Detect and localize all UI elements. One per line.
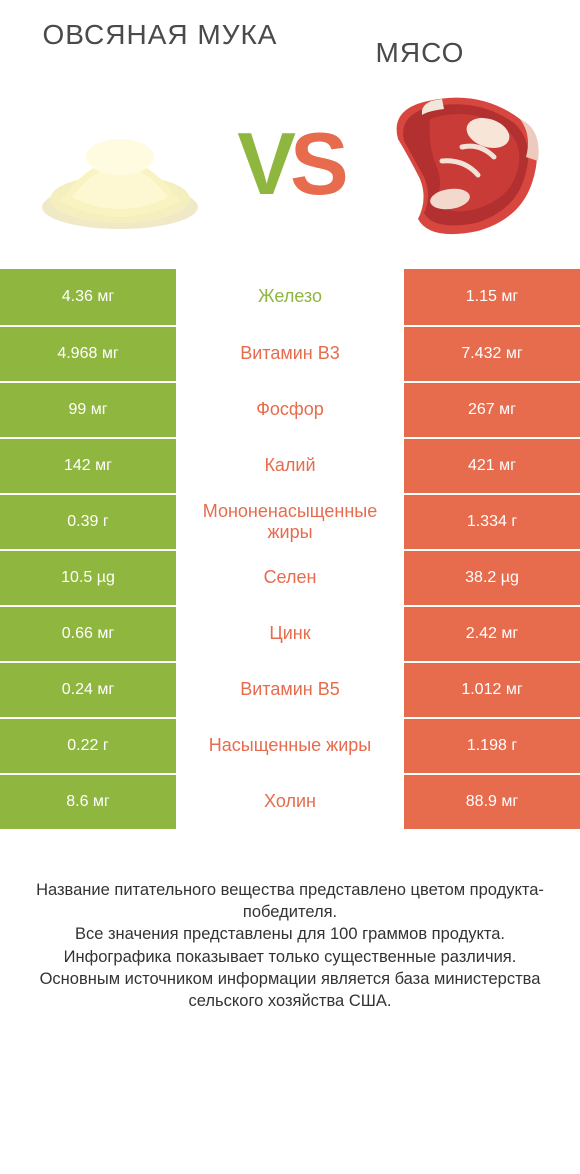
table-row: 4.36 мгЖелезо1.15 мг xyxy=(0,269,580,325)
right-value-cell: 1.012 мг xyxy=(404,663,580,717)
right-value-cell: 267 мг xyxy=(404,383,580,437)
nutrient-label: Железо xyxy=(176,269,404,325)
table-row: 4.968 мгВитамин B37.432 мг xyxy=(0,325,580,381)
table-row: 99 мгФосфор267 мг xyxy=(0,381,580,437)
left-value-cell: 99 мг xyxy=(0,383,176,437)
right-value-cell: 421 мг xyxy=(404,439,580,493)
footnote: Название питательного вещества представл… xyxy=(0,829,580,1013)
left-title-col: ОВСЯНАЯ МУКА xyxy=(30,20,290,69)
table-row: 0.24 мгВитамин B51.012 мг xyxy=(0,661,580,717)
vs-s: S xyxy=(290,114,343,213)
vs-label: VS xyxy=(237,120,342,208)
table-row: 0.66 мгЦинк2.42 мг xyxy=(0,605,580,661)
left-value-cell: 8.6 мг xyxy=(0,775,176,829)
left-value-cell: 0.66 мг xyxy=(0,607,176,661)
nutrient-label: Цинк xyxy=(176,607,404,661)
meat-steak-icon xyxy=(370,79,550,249)
left-value-cell: 142 мг xyxy=(0,439,176,493)
left-value-cell: 4.968 мг xyxy=(0,327,176,381)
right-value-cell: 1.334 г xyxy=(404,495,580,549)
table-row: 10.5 µgСелен38.2 µg xyxy=(0,549,580,605)
header: ОВСЯНАЯ МУКА МЯСО xyxy=(0,0,580,69)
nutrient-label: Витамин B5 xyxy=(176,663,404,717)
nutrient-label: Холин xyxy=(176,775,404,829)
table-row: 0.39 гМононенасыщенные жиры1.334 г xyxy=(0,493,580,549)
right-product-title: МЯСО xyxy=(290,38,550,69)
nutrient-label: Витамин B3 xyxy=(176,327,404,381)
left-value-cell: 0.22 г xyxy=(0,719,176,773)
right-value-cell: 88.9 мг xyxy=(404,775,580,829)
right-product-illustration xyxy=(370,79,550,249)
nutrient-label: Селен xyxy=(176,551,404,605)
right-title-col: МЯСО xyxy=(290,20,550,69)
table-row: 8.6 мгХолин88.9 мг xyxy=(0,773,580,829)
nutrient-label: Насыщенные жиры xyxy=(176,719,404,773)
table-row: 0.22 гНасыщенные жиры1.198 г xyxy=(0,717,580,773)
nutrient-table: 4.36 мгЖелезо1.15 мг4.968 мгВитамин B37.… xyxy=(0,269,580,829)
left-value-cell: 10.5 µg xyxy=(0,551,176,605)
left-value-cell: 0.39 г xyxy=(0,495,176,549)
left-product-title: ОВСЯНАЯ МУКА xyxy=(30,20,290,51)
vs-v: V xyxy=(237,114,290,213)
right-value-cell: 38.2 µg xyxy=(404,551,580,605)
right-value-cell: 2.42 мг xyxy=(404,607,580,661)
right-value-cell: 1.198 г xyxy=(404,719,580,773)
table-row: 142 мгКалий421 мг xyxy=(0,437,580,493)
nutrient-label: Калий xyxy=(176,439,404,493)
flour-pile-icon xyxy=(30,79,210,249)
right-value-cell: 7.432 мг xyxy=(404,327,580,381)
left-value-cell: 0.24 мг xyxy=(0,663,176,717)
image-row: VS xyxy=(0,69,580,269)
left-value-cell: 4.36 мг xyxy=(0,269,176,325)
right-value-cell: 1.15 мг xyxy=(404,269,580,325)
nutrient-label: Мононенасыщенные жиры xyxy=(176,495,404,549)
left-product-illustration xyxy=(30,79,210,249)
nutrient-label: Фосфор xyxy=(176,383,404,437)
